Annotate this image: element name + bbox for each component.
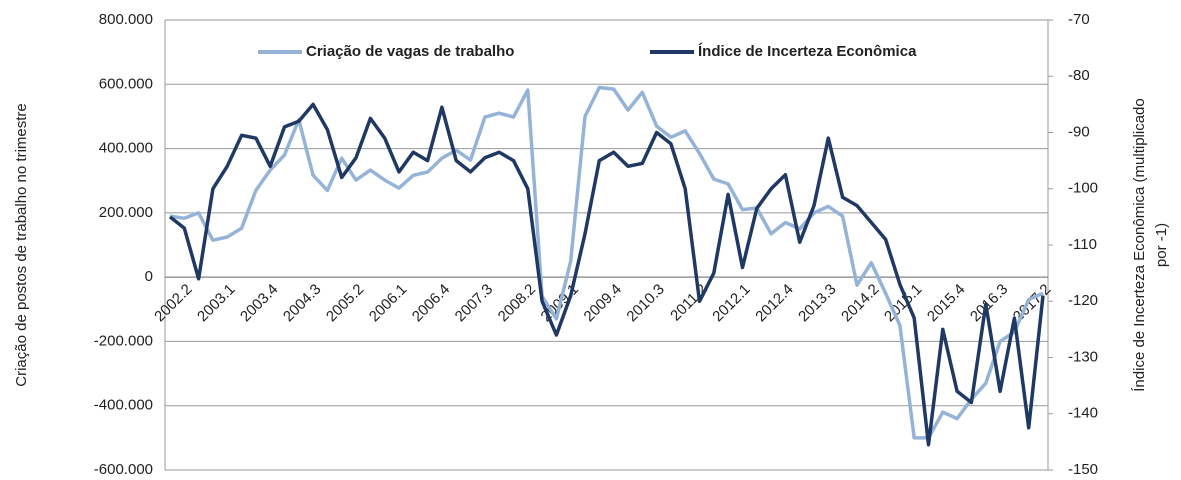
y-axis-title: Criação de postos de trabalho no trimest… <box>13 103 30 386</box>
y2-tick-label: -80 <box>1068 67 1090 84</box>
legend-label: Índice de Incerteza Econômica <box>698 43 917 60</box>
y2-axis-title: Índice de Incerteza Econômica (multiplic… <box>1131 98 1148 391</box>
x-tick-label: 2015.1 <box>881 281 925 325</box>
y-tick-label: 0 <box>145 268 153 285</box>
x-tick-label: 2013.3 <box>795 281 839 325</box>
x-tick-label: 2012.4 <box>752 281 796 325</box>
x-tick-label: 2010.3 <box>623 281 667 325</box>
y2-tick-label: -100 <box>1068 180 1098 197</box>
x-tick-label: 2009.4 <box>581 281 625 325</box>
y2-axis-title: por -1) <box>1153 223 1170 267</box>
y2-tick-label: -90 <box>1068 123 1090 140</box>
legend-label: Criação de vagas de trabalho <box>306 43 514 60</box>
y2-tick-label: -120 <box>1068 292 1098 309</box>
y-tick-label: -200.000 <box>94 332 153 349</box>
x-tick-label: 2003.1 <box>194 281 238 325</box>
x-tick-label: 2002.2 <box>151 281 195 325</box>
y-tick-label: 200.000 <box>99 204 153 221</box>
x-tick-label: 2015.4 <box>924 281 968 325</box>
x-tick-label: 2014.2 <box>838 281 882 325</box>
series-line <box>169 85 1044 440</box>
x-tick-label: 2005.2 <box>323 281 367 325</box>
x-tick-label: 2004.3 <box>280 281 324 325</box>
x-tick-label: 2003.4 <box>237 281 281 325</box>
x-tick-label: 2007.3 <box>452 281 496 325</box>
y-tick-label: 600.000 <box>99 75 153 92</box>
y-tick-label: 400.000 <box>99 140 153 157</box>
x-tick-label: 2008.2 <box>495 281 539 325</box>
y2-tick-label: -150 <box>1068 461 1098 478</box>
y2-tick-label: -140 <box>1068 405 1098 422</box>
y-tick-label: -400.000 <box>94 397 153 414</box>
x-tick-label: 2006.4 <box>409 281 453 325</box>
x-tick-label: 2011.2 <box>667 281 711 325</box>
y-tick-label: 800.000 <box>99 11 153 28</box>
x-tick-label: 2012.1 <box>709 281 753 325</box>
y2-tick-label: -130 <box>1068 348 1098 365</box>
y-tick-label: -600.000 <box>94 461 153 478</box>
series-line <box>168 102 1045 447</box>
y2-tick-label: -70 <box>1068 11 1090 28</box>
x-tick-label: 2006.1 <box>366 281 410 325</box>
y2-tick-label: -110 <box>1068 236 1097 253</box>
